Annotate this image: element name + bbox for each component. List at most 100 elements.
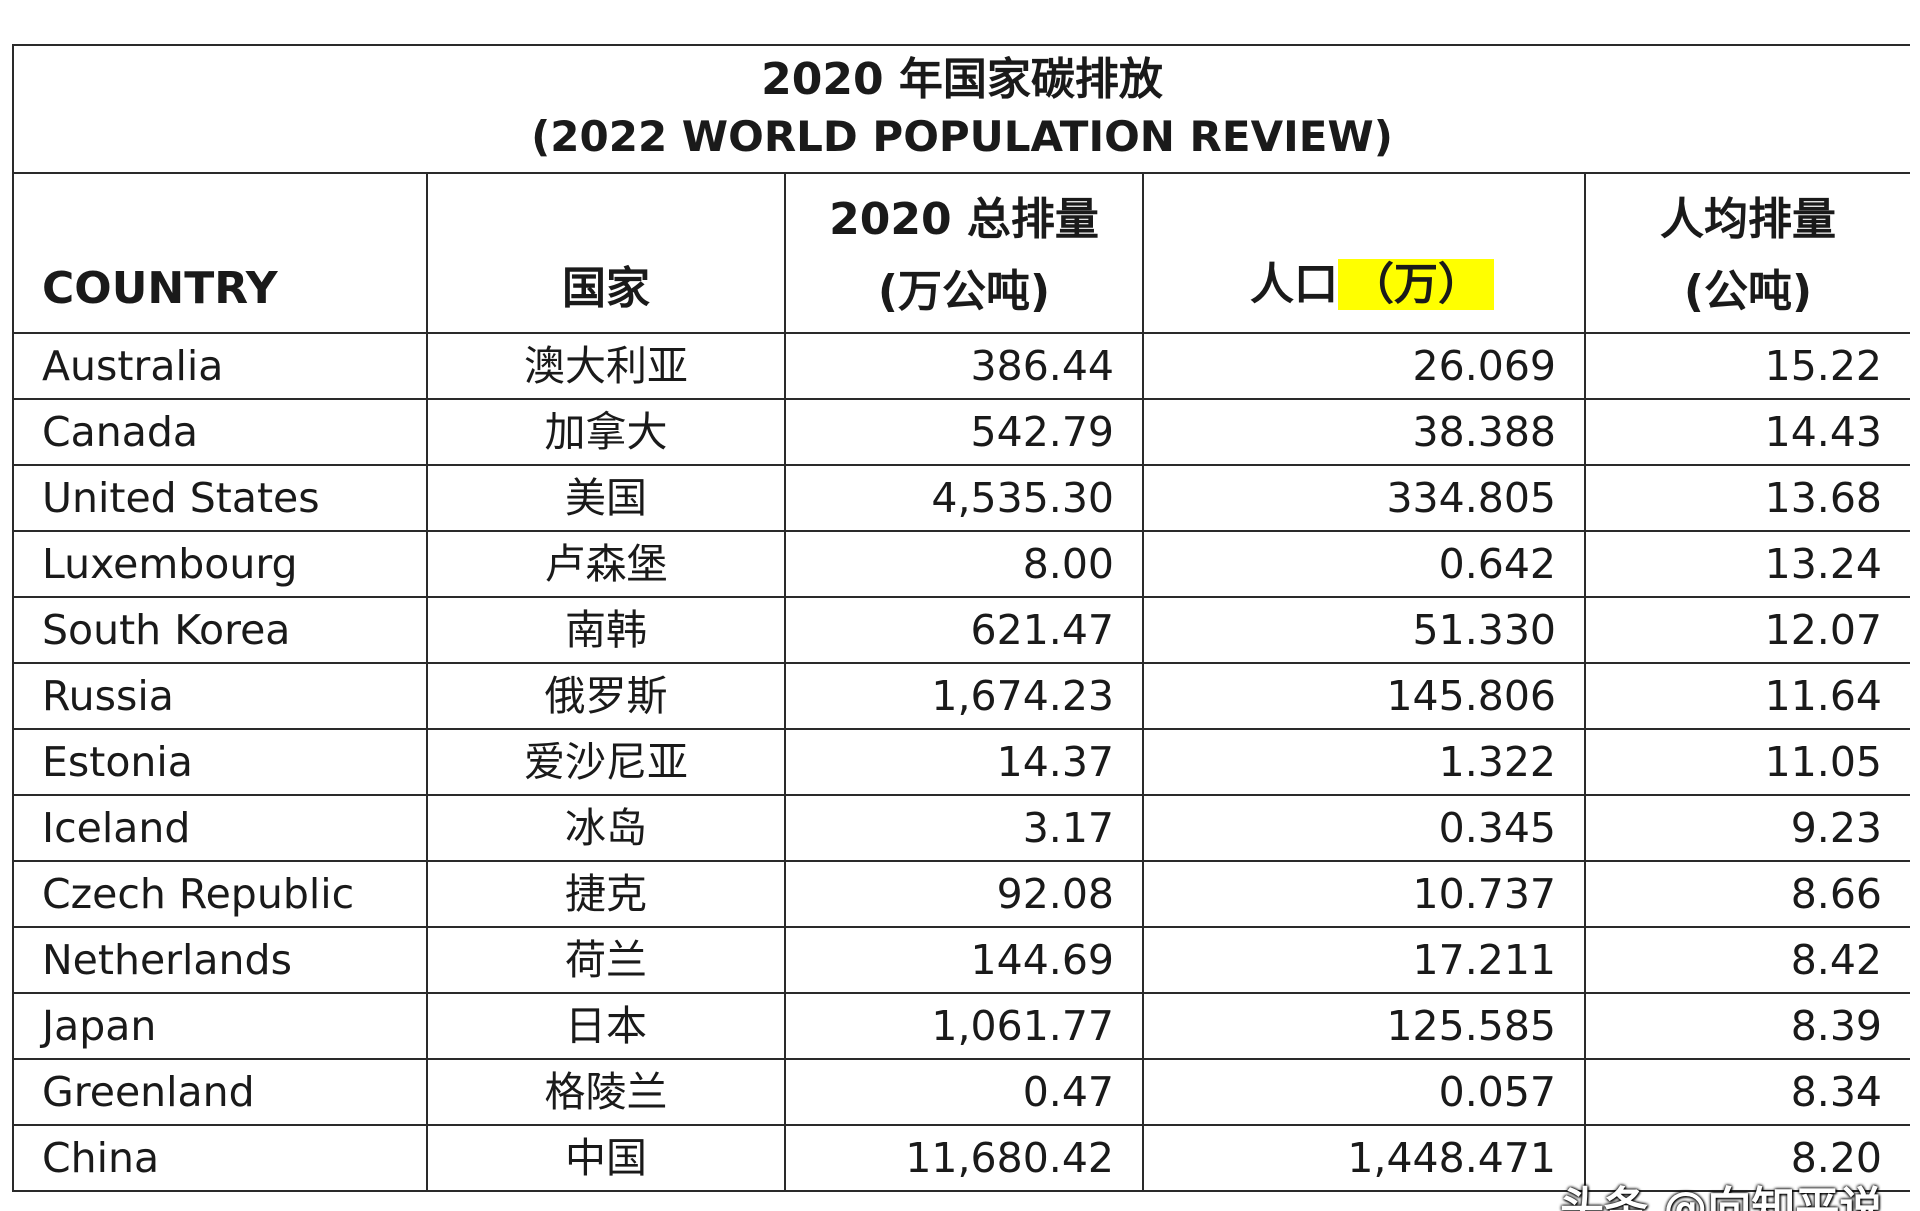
cell-per-capita: 11.05	[1583, 728, 1910, 796]
cell-population: 26.069	[1142, 332, 1586, 400]
cell-population: 125.585	[1142, 992, 1586, 1060]
cell-population: 1,448.471	[1142, 1124, 1586, 1192]
header-total-line2: (万公吨)	[877, 266, 1051, 317]
watermark: 头条 @向知平说	[1560, 1183, 1884, 1211]
header-country-zh-label: 国家	[562, 263, 650, 314]
cell-country: Australia	[12, 332, 428, 400]
header-country: COUNTRY	[12, 172, 428, 334]
cell-country: Netherlands	[12, 926, 428, 994]
header-total-line1: 2020 总排量	[829, 194, 1099, 245]
cell-total-emissions: 386.44	[784, 332, 1144, 400]
cell-country: Iceland	[12, 794, 428, 862]
table-row: Luxembourg 卢森堡 8.00 0.642 13.24	[12, 530, 1910, 598]
header-per-capita-line2: (公吨)	[1683, 266, 1813, 317]
header-total-emissions: 2020 总排量 (万公吨)	[784, 172, 1144, 334]
table-row: Canada 加拿大 542.79 38.388 14.43	[12, 398, 1910, 466]
cell-per-capita: 14.43	[1583, 398, 1910, 466]
cell-country-zh: 南韩	[426, 596, 786, 664]
cell-population: 51.330	[1142, 596, 1586, 664]
table-row: South Korea 南韩 621.47 51.330 12.07	[12, 596, 1910, 664]
table-row: Netherlands 荷兰 144.69 17.211 8.42	[12, 926, 1910, 994]
header-row: COUNTRY 国家 2020 总排量 (万公吨) 人口 （万） 人均排量 (公吨…	[12, 172, 1910, 334]
cell-per-capita: 8.34	[1583, 1058, 1910, 1126]
cell-total-emissions: 542.79	[784, 398, 1144, 466]
cell-per-capita: 8.20	[1583, 1124, 1910, 1192]
cell-country-zh: 冰岛	[426, 794, 786, 862]
cell-total-emissions: 14.37	[784, 728, 1144, 796]
header-country-label: COUNTRY	[42, 263, 278, 314]
table-subtitle: (2022 WORLD POPULATION REVIEW)	[531, 112, 1393, 161]
title-row: 2020 年国家碳排放 (2022 WORLD POPULATION REVIE…	[12, 44, 1910, 174]
cell-total-emissions: 144.69	[784, 926, 1144, 994]
cell-country-zh: 澳大利亚	[426, 332, 786, 400]
cell-per-capita: 11.64	[1583, 662, 1910, 730]
cell-country: Greenland	[12, 1058, 428, 1126]
cell-total-emissions: 92.08	[784, 860, 1144, 928]
emissions-table-sheet: 2020 年国家碳排放 (2022 WORLD POPULATION REVIE…	[12, 44, 1910, 1211]
header-per-capita-line1: 人均排量	[1660, 194, 1836, 245]
cell-country-zh: 日本	[426, 992, 786, 1060]
cell-country-zh: 美国	[426, 464, 786, 532]
cell-total-emissions: 3.17	[784, 794, 1144, 862]
cell-population: 38.388	[1142, 398, 1586, 466]
table-row: Russia 俄罗斯 1,674.23 145.806 11.64	[12, 662, 1910, 730]
cell-country-zh: 俄罗斯	[426, 662, 786, 730]
header-population: 人口 （万）	[1142, 172, 1586, 334]
table-row: Japan 日本 1,061.77 125.585 8.39	[12, 992, 1910, 1060]
cell-country: Czech Republic	[12, 860, 428, 928]
cell-country: United States	[12, 464, 428, 532]
cell-country: Estonia	[12, 728, 428, 796]
cell-population: 0.057	[1142, 1058, 1586, 1126]
emissions-table: 2020 年国家碳排放 (2022 WORLD POPULATION REVIE…	[12, 44, 1910, 1192]
cell-country-zh: 中国	[426, 1124, 786, 1192]
cell-population: 0.642	[1142, 530, 1586, 598]
table-title: 2020 年国家碳排放	[761, 54, 1163, 105]
cell-country: Canada	[12, 398, 428, 466]
table-row: China 中国 11,680.42 1,448.471 8.20	[12, 1124, 1910, 1192]
cell-per-capita: 8.66	[1583, 860, 1910, 928]
table-body: Australia 澳大利亚 386.44 26.069 15.22 Canada 加拿大 5…	[12, 332, 1910, 1192]
cell-per-capita: 8.42	[1583, 926, 1910, 994]
cell-population: 17.211	[1142, 926, 1586, 994]
cell-total-emissions: 4,535.30	[784, 464, 1144, 532]
header-population-label: 人口	[1250, 259, 1338, 310]
table-row: Australia 澳大利亚 386.44 26.069 15.22	[12, 332, 1910, 400]
cell-total-emissions: 8.00	[784, 530, 1144, 598]
cell-country-zh: 卢森堡	[426, 530, 786, 598]
cell-country-zh: 格陵兰	[426, 1058, 786, 1126]
table-row: Czech Republic 捷克 92.08 10.737 8.66	[12, 860, 1910, 928]
cell-total-emissions: 1,061.77	[784, 992, 1144, 1060]
cell-population: 145.806	[1142, 662, 1586, 730]
cell-country-zh: 捷克	[426, 860, 786, 928]
header-per-capita: 人均排量 (公吨)	[1583, 172, 1910, 334]
cell-population: 0.345	[1142, 794, 1586, 862]
table-row: Estonia 爱沙尼亚 14.37 1.322 11.05	[12, 728, 1910, 796]
cell-population: 334.805	[1142, 464, 1586, 532]
cell-country: Luxembourg	[12, 530, 428, 598]
cell-total-emissions: 11,680.42	[784, 1124, 1144, 1192]
cell-country: Russia	[12, 662, 428, 730]
cell-country: China	[12, 1124, 428, 1192]
cell-per-capita: 8.39	[1583, 992, 1910, 1060]
cell-country-zh: 爱沙尼亚	[426, 728, 786, 796]
cell-per-capita: 13.68	[1583, 464, 1910, 532]
cell-per-capita: 15.22	[1583, 332, 1910, 400]
cell-per-capita: 12.07	[1583, 596, 1910, 664]
table-title-cell: 2020 年国家碳排放 (2022 WORLD POPULATION REVIE…	[12, 44, 1910, 174]
table-row: Iceland 冰岛 3.17 0.345 9.23	[12, 794, 1910, 862]
cell-country: Japan	[12, 992, 428, 1060]
cell-total-emissions: 1,674.23	[784, 662, 1144, 730]
header-country-zh: 国家	[426, 172, 786, 334]
table-row: United States 美国 4,535.30 334.805 13.68	[12, 464, 1910, 532]
cell-country-zh: 荷兰	[426, 926, 786, 994]
cell-total-emissions: 621.47	[784, 596, 1144, 664]
cell-population: 10.737	[1142, 860, 1586, 928]
cell-population: 1.322	[1142, 728, 1586, 796]
cell-country-zh: 加拿大	[426, 398, 786, 466]
cell-per-capita: 9.23	[1583, 794, 1910, 862]
cell-per-capita: 13.24	[1583, 530, 1910, 598]
table-row: Greenland 格陵兰 0.47 0.057 8.34	[12, 1058, 1910, 1126]
header-population-unit-highlight: （万）	[1338, 259, 1494, 310]
cell-country: South Korea	[12, 596, 428, 664]
cell-total-emissions: 0.47	[784, 1058, 1144, 1126]
